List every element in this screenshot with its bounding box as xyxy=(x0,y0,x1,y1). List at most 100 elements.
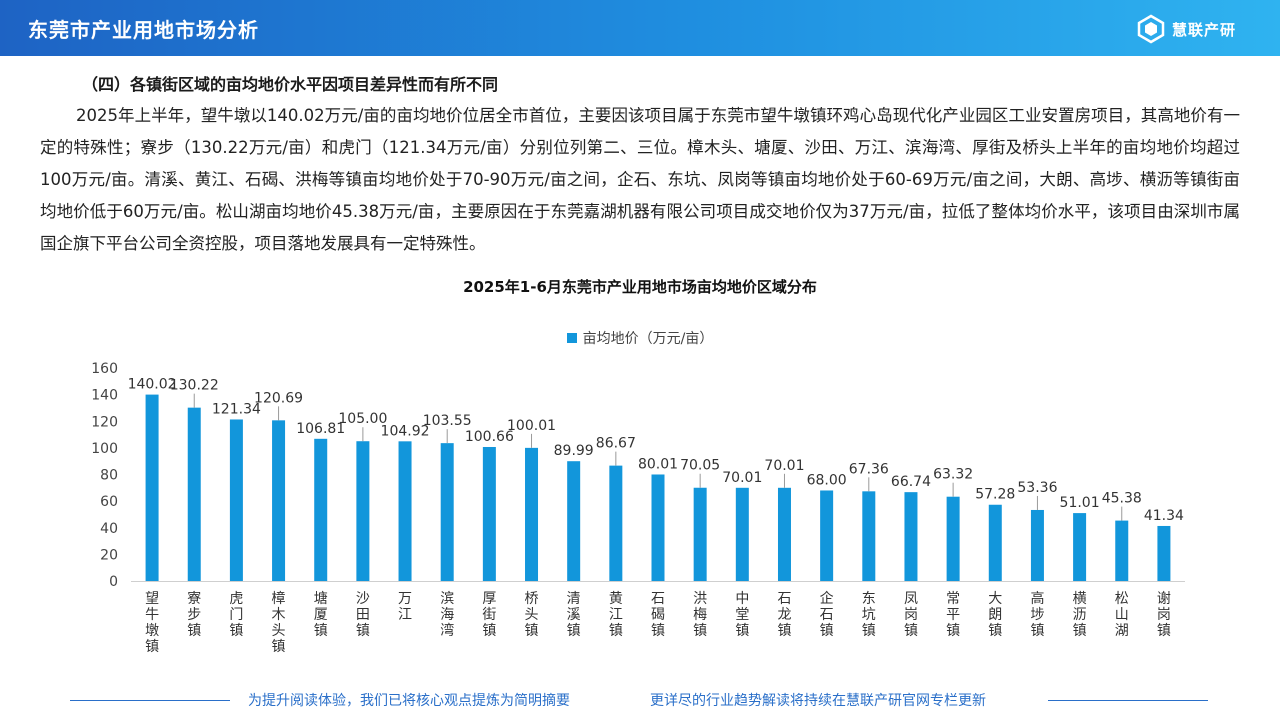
bar xyxy=(525,447,539,581)
footer-divider-left xyxy=(70,700,230,701)
data-label: 120.69 xyxy=(254,390,303,406)
y-tick-label: 40 xyxy=(100,521,118,537)
x-tick-label: 石碣镇 xyxy=(651,591,665,639)
legend-label: 亩均地价（万元/亩） xyxy=(582,331,714,347)
bar xyxy=(777,487,791,581)
bar xyxy=(314,438,328,581)
bar xyxy=(567,461,581,581)
y-tick-label: 140 xyxy=(91,388,118,404)
data-label: 104.92 xyxy=(381,423,430,439)
legend-swatch xyxy=(566,333,577,343)
bar xyxy=(651,474,665,581)
x-tick-label: 横沥镇 xyxy=(1073,591,1087,639)
data-label: 100.66 xyxy=(465,429,514,445)
y-tick-label: 160 xyxy=(91,361,118,377)
bar xyxy=(862,491,876,581)
data-label: 121.34 xyxy=(212,401,261,417)
x-tick-label: 望牛墩镇 xyxy=(145,591,159,655)
x-tick-label: 东坑镇 xyxy=(862,591,876,639)
bar xyxy=(145,394,159,581)
bar xyxy=(988,504,1002,581)
bar xyxy=(356,441,370,581)
data-label: 100.01 xyxy=(507,418,556,434)
y-tick-label: 80 xyxy=(100,468,118,484)
bar xyxy=(482,446,496,581)
bar xyxy=(609,465,623,581)
bar xyxy=(1157,525,1171,581)
brand-logo: 慧联产研 xyxy=(1136,12,1236,46)
data-label: 63.32 xyxy=(933,467,973,483)
y-tick-label: 0 xyxy=(109,574,118,590)
page-title: 东莞市产业用地市场分析 xyxy=(28,18,259,42)
data-label: 45.38 xyxy=(1102,491,1142,507)
y-tick-label: 20 xyxy=(100,547,118,563)
body-paragraph: 2025年上半年，望牛墩以140.02万元/亩的亩均地价位居全市首位，主要因该项… xyxy=(40,106,1240,253)
x-tick-label: 沙田镇 xyxy=(356,591,370,639)
bar xyxy=(187,407,201,581)
chart-title: 2025年1-6月东莞市产业用地市场亩均地价区域分布 xyxy=(463,278,817,296)
x-tick-label: 寮步镇 xyxy=(187,590,201,639)
bar xyxy=(820,490,834,581)
data-label: 103.55 xyxy=(423,413,472,429)
section-heading: （四）各镇街区域的亩均地价水平因项目差异性而有所不同 xyxy=(82,75,499,94)
x-tick-label: 清溪镇 xyxy=(567,591,581,639)
data-label: 67.36 xyxy=(849,461,889,477)
data-label: 51.01 xyxy=(1060,495,1100,511)
y-tick-label: 120 xyxy=(91,414,118,430)
bar xyxy=(735,487,749,581)
bar xyxy=(693,487,707,581)
header-bar: 东莞市产业用地市场分析 慧联产研 xyxy=(0,0,1280,56)
bar xyxy=(398,441,412,581)
bar xyxy=(229,419,243,581)
data-label: 53.36 xyxy=(1017,480,1057,496)
x-tick-label: 中堂镇 xyxy=(735,591,749,639)
data-label: 70.01 xyxy=(764,458,804,474)
bar-chart: 0 20 40 60 80 100 120 140 160 140.02 望牛墩镇 130.22 寮步镇… xyxy=(91,361,1185,655)
x-tick-label: 滨海湾 xyxy=(440,591,454,639)
bar xyxy=(1073,513,1087,581)
data-label: 70.05 xyxy=(680,458,720,474)
footer-left-text: 为提升阅读体验，我们已将核心观点提炼为简明摘要 xyxy=(248,693,570,709)
data-label: 70.01 xyxy=(722,470,762,486)
x-tick-label: 万江 xyxy=(398,591,412,623)
logo-icon xyxy=(1137,14,1165,44)
bar xyxy=(904,492,918,581)
bar xyxy=(946,496,960,581)
data-label: 106.81 xyxy=(296,421,345,437)
data-label: 68.00 xyxy=(807,472,847,488)
data-label: 41.34 xyxy=(1144,508,1184,524)
data-label: 66.74 xyxy=(891,474,931,490)
bar xyxy=(440,443,454,581)
x-tick-label: 松山湖 xyxy=(1115,591,1129,639)
data-label: 140.02 xyxy=(128,377,177,393)
data-label: 105.00 xyxy=(338,411,387,427)
footer-right-text: 更详尽的行业趋势解读将持续在慧联产研官网专栏更新 xyxy=(650,693,986,709)
x-tick-label: 塘厦镇 xyxy=(314,591,328,639)
x-tick-label: 高埗镇 xyxy=(1030,590,1044,639)
x-tick-label: 企石镇 xyxy=(820,590,834,639)
chart-legend: 亩均地价（万元/亩） xyxy=(0,328,1280,348)
x-tick-label: 常平镇 xyxy=(946,591,960,639)
bar xyxy=(1030,509,1044,581)
x-tick-label: 樟木头镇 xyxy=(272,590,286,655)
footer-divider-right xyxy=(1048,700,1208,701)
x-tick-label: 凤岗镇 xyxy=(904,591,918,639)
data-label: 130.22 xyxy=(170,378,219,394)
bar xyxy=(272,420,286,581)
data-label: 57.28 xyxy=(975,487,1015,503)
x-tick-label: 虎门镇 xyxy=(229,591,243,639)
x-tick-label: 谢岗镇 xyxy=(1157,591,1171,639)
x-tick-label: 黄江镇 xyxy=(609,590,623,639)
x-tick-label: 洪梅镇 xyxy=(693,591,707,639)
x-tick-label: 大朗镇 xyxy=(988,591,1002,639)
logo-text: 慧联产研 xyxy=(1172,20,1237,39)
x-tick-label: 石龙镇 xyxy=(777,591,791,639)
x-tick-label: 桥头镇 xyxy=(525,591,539,639)
data-label: 80.01 xyxy=(638,456,678,472)
data-label: 86.67 xyxy=(596,436,636,452)
x-tick-label: 厚街镇 xyxy=(482,591,496,639)
y-tick-label: 60 xyxy=(100,494,118,510)
data-label: 89.99 xyxy=(554,443,594,459)
y-tick-label: 100 xyxy=(91,441,118,457)
bar xyxy=(1115,520,1129,581)
